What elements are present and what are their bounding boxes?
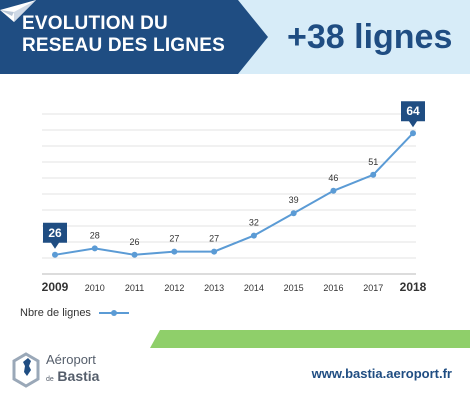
logo-text: Aéroport de Bastia (46, 352, 99, 388)
data-label: 32 (249, 218, 259, 228)
logo-small-text: de (46, 376, 54, 383)
data-label: 51 (368, 157, 378, 167)
x-tick-label: 2012 (164, 283, 184, 293)
website-link[interactable]: www.bastia.aeroport.fr (311, 366, 452, 381)
paper-plane-icon (0, 0, 36, 22)
x-tick-label: 2013 (204, 283, 224, 293)
data-label: 28 (90, 230, 100, 240)
header-dark-arrow (0, 0, 268, 74)
hexagon-logo-icon (12, 352, 40, 388)
callout-badge (401, 101, 425, 128)
header-banner: EVOLUTION DU RESEAU DES LIGNES +38 ligne… (0, 0, 470, 74)
x-tick-label: 2016 (323, 283, 343, 293)
header-background (0, 0, 470, 74)
logo-big-text: Bastia (57, 368, 100, 384)
x-tick-label: 2011 (125, 283, 144, 293)
chart-title-line2: RESEAU DES LIGNES (22, 35, 225, 56)
data-label: 64 (406, 104, 420, 118)
x-tick-label: 2010 (85, 283, 105, 293)
data-point (370, 171, 377, 178)
chart-legend: Nbre de lignes (20, 307, 129, 319)
data-point (52, 251, 58, 258)
airport-logo: Aéroport de Bastia (12, 346, 120, 394)
data-point (410, 130, 416, 137)
logo-line2: de Bastia (46, 368, 99, 388)
callout-badge (43, 222, 67, 249)
logo-line1: Aéroport (46, 352, 96, 367)
legend-line-marker (98, 310, 129, 316)
data-point (250, 232, 257, 239)
data-label: 39 (289, 195, 299, 205)
x-tick-label: 2017 (363, 283, 383, 293)
data-label: 26 (48, 226, 62, 240)
data-point (91, 245, 98, 252)
data-point (171, 248, 178, 255)
legend-label: Nbre de lignes (20, 307, 91, 319)
data-point (131, 251, 138, 258)
footer-green-bar (150, 330, 470, 348)
data-label: 27 (169, 234, 179, 244)
x-tick-label: 2014 (244, 283, 264, 293)
data-point (330, 187, 337, 194)
x-tick-label: 2018 (400, 280, 427, 294)
chart-title: EVOLUTION DU RESEAU DES LIGNES (22, 13, 225, 57)
data-label: 46 (328, 173, 338, 183)
x-tick-label: 2015 (284, 283, 304, 293)
data-label: 26 (130, 237, 140, 247)
data-label: 27 (209, 234, 219, 244)
chart-title-line1: EVOLUTION DU (22, 13, 168, 34)
data-point (211, 248, 218, 255)
series-line (54, 132, 414, 256)
data-point (290, 210, 297, 217)
line-chart: 26 2009 28 2010 26 2011 27 2012 27 2013 32 2014 39 20… (42, 101, 427, 294)
headline-value: +38 lignes (287, 18, 453, 56)
x-tick-label: 2009 (42, 280, 69, 294)
